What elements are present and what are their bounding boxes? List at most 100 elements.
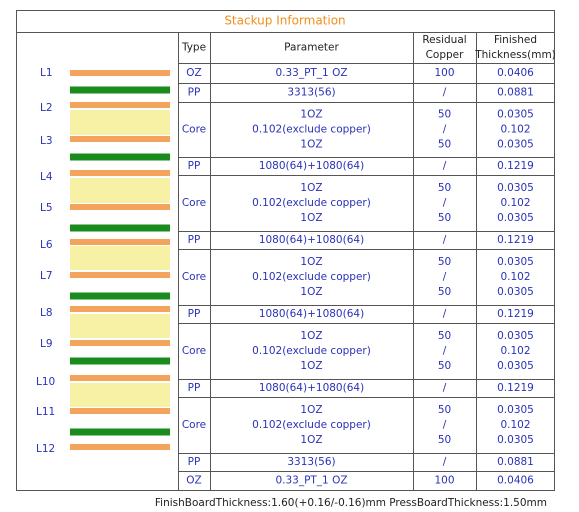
cell-text: 1OZ [300,212,322,224]
cell-text: 0.102(exclude copper) [252,197,371,209]
cell-text: / [443,308,447,320]
cell-text: 0.102 [500,419,530,431]
cell-text: 0.0305 [497,109,534,121]
cell-text: 0.33_PT_1 OZ [275,67,347,79]
cell-text: PP [188,456,201,468]
cell-text: 0.0881 [497,87,534,99]
cell-text: 0.0305 [497,404,534,416]
core-layer [70,314,170,338]
layer-label: L1 [40,67,53,79]
cell-text: / [443,271,447,283]
cell-text: 0.102 [500,197,530,209]
layer-label: L2 [40,102,53,114]
cell-text: 0.0406 [497,67,534,79]
cell-text: PP [188,87,201,99]
cell-text: Core [182,271,206,283]
cell-text: Core [182,419,206,431]
cell-text: 1080(64)+1080(64) [259,234,364,246]
layer-label: L12 [36,443,55,455]
cell-text: 50 [438,212,451,224]
layer-label: L11 [36,406,55,418]
footer-text: PressBoardThickness:1.50mm [389,497,547,509]
header-label: Parameter [284,42,339,54]
copper-layer [70,239,170,245]
layer-label: L5 [40,202,53,214]
prepreg-layer [70,292,170,300]
cell-text: 100 [434,475,454,487]
cell-text: OZ [186,475,201,487]
table-border [16,10,555,491]
cell-text: 0.1219 [497,160,534,172]
cell-text: 1OZ [300,286,322,298]
cell-text: 50 [438,404,451,416]
cell-text: 0.102 [500,271,530,283]
cell-text: 1OZ [300,330,322,342]
layer-label: L9 [40,338,53,350]
copper-layer [70,408,170,414]
cell-text: 1OZ [300,434,322,446]
cell-text: 50 [438,139,451,151]
cell-text: 0.0305 [497,139,534,151]
copper-layer [70,272,170,278]
cell-text: 0.1219 [497,382,534,394]
cell-text: 0.102(exclude copper) [252,345,371,357]
cell-text: 50 [438,109,451,121]
cell-text: 100 [434,67,454,79]
header-label: Finished [494,34,537,46]
cell-text: 1OZ [300,109,322,121]
cell-text: Core [182,124,206,136]
cell-text: 0.1219 [497,234,534,246]
cell-text: 1OZ [300,360,322,372]
cell-text: Core [182,197,206,209]
core-layer [70,110,170,135]
layer-label: L6 [40,239,53,251]
copper-layer [70,136,170,142]
cell-text: / [443,197,447,209]
cell-text: OZ [186,67,201,79]
cell-text: 50 [438,182,451,194]
prepreg-layer [70,86,170,94]
cell-text: 0.102 [500,124,530,136]
cell-text: 1OZ [300,404,322,416]
footer-text: FinishBoardThickness:1.60(+0.16/-0.16)mm [155,497,386,509]
layer-label: L10 [36,376,55,388]
cell-text: 0.1219 [497,308,534,320]
layer-label: L8 [40,307,53,319]
layer-label: L7 [40,270,53,282]
core-layer [70,178,170,203]
cell-text: 0.102(exclude copper) [252,419,371,431]
cell-text: / [443,419,447,431]
cell-text: PP [188,308,201,320]
cell-text: 50 [438,286,451,298]
layer-label: L4 [40,171,53,183]
cell-text: 0.102(exclude copper) [252,271,371,283]
cell-text: 3313(56) [287,87,335,99]
core-layer [70,383,170,407]
copper-layer [70,170,170,176]
cell-text: 50 [438,256,451,268]
cell-text: 50 [438,434,451,446]
copper-layer [70,102,170,108]
prepreg-layer [70,153,170,161]
prepreg-layer [70,428,170,436]
cell-text: 0.0406 [497,475,534,487]
cell-text: 0.0305 [497,212,534,224]
cell-text: 3313(56) [287,456,335,468]
copper-layer [70,306,170,312]
cell-text: / [443,160,447,172]
cell-text: 0.0305 [497,330,534,342]
cell-text: / [443,345,447,357]
cell-text: 0.0305 [497,286,534,298]
cell-text: 1OZ [300,256,322,268]
cell-text: Core [182,345,206,357]
cell-text: 0.0305 [497,256,534,268]
copper-layer [70,340,170,346]
header-label: Copper [426,49,465,61]
cell-text: / [443,456,447,468]
cell-text: 0.33_PT_1 OZ [275,475,347,487]
copper-layer [70,70,170,76]
header-label: Type [181,42,206,54]
cell-text: 50 [438,360,451,372]
cell-text: 1080(64)+1080(64) [259,160,364,172]
